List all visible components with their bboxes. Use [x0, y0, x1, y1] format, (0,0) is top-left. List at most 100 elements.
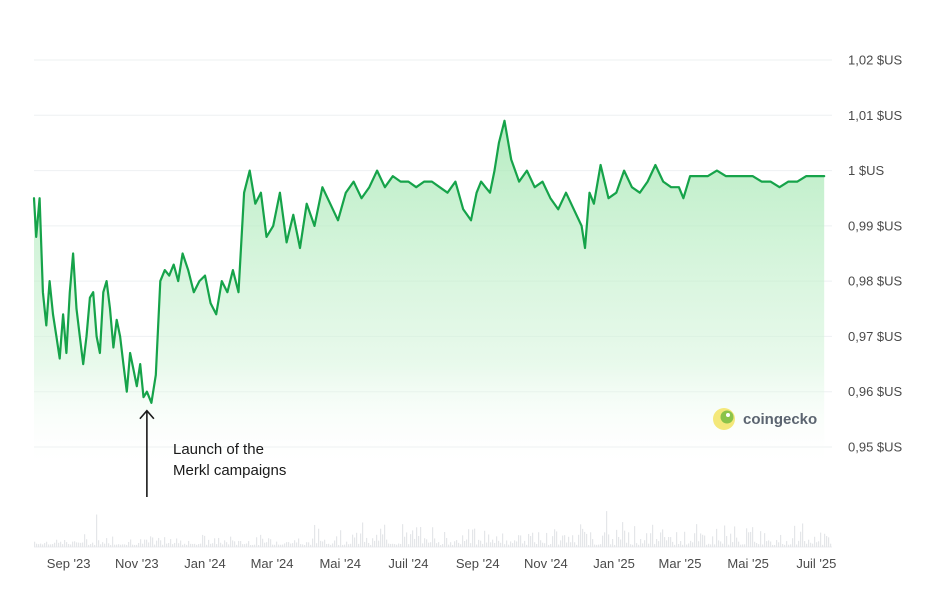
volume-bar	[816, 542, 818, 547]
volume-bar	[270, 539, 272, 547]
volume-bar	[104, 543, 106, 547]
volume-bar	[814, 536, 816, 547]
volume-bar	[750, 531, 752, 547]
volume-bar	[664, 537, 666, 547]
volume-bar	[34, 541, 36, 547]
volume-bar	[434, 538, 436, 547]
volume-bar	[148, 542, 150, 547]
volume-bar	[634, 526, 636, 547]
volume-bar	[736, 537, 738, 547]
volume-bar	[446, 538, 448, 547]
volume-bar	[244, 544, 246, 547]
volume-bar	[588, 544, 590, 547]
volume-bar	[730, 533, 732, 547]
volume-bar	[370, 544, 372, 547]
volume-bar	[80, 542, 82, 547]
volume-bar	[656, 538, 658, 547]
volume-bar	[662, 529, 664, 547]
volume-bar	[60, 541, 62, 547]
volume-bar	[94, 544, 96, 547]
volume-bar	[764, 533, 766, 547]
volume-bar	[608, 534, 610, 547]
volume-bar	[646, 533, 648, 547]
volume-bar	[400, 543, 402, 547]
volume-bar	[780, 534, 782, 547]
volume-bar	[518, 535, 520, 547]
volume-bar	[674, 544, 676, 547]
volume-bar	[258, 544, 260, 547]
volume-bar	[644, 540, 646, 547]
volume-bar	[198, 544, 200, 547]
volume-bar	[538, 532, 540, 547]
volume-bar	[714, 544, 716, 547]
volume-bar	[732, 542, 734, 547]
x-tick-label: Juil '25	[796, 556, 836, 571]
volume-bar	[52, 544, 54, 547]
volume-bar	[600, 544, 602, 547]
price-line-group	[32, 119, 826, 404]
volume-bar	[626, 542, 628, 547]
volume-bar	[520, 535, 522, 547]
volume-bar	[728, 544, 730, 547]
volume-bar	[286, 542, 288, 547]
volume-bar	[696, 524, 698, 547]
volume-bar	[120, 544, 122, 547]
volume-bar	[604, 532, 606, 547]
x-tick-label: Mar '25	[659, 556, 702, 571]
volume-bar	[274, 544, 276, 547]
volume-bar	[76, 542, 78, 547]
volume-bar	[680, 541, 682, 547]
volume-bar	[218, 537, 220, 547]
volume-bar	[782, 543, 784, 547]
volume-bar	[56, 539, 58, 547]
volume-bar	[420, 527, 422, 547]
volume-bar	[122, 544, 124, 547]
volume-bar	[758, 544, 760, 547]
volume-bar	[304, 544, 306, 547]
volume-bar	[174, 542, 176, 547]
volume-bar	[306, 542, 308, 547]
annotation: Launch of the Merkl campaigns	[139, 409, 286, 497]
volume-bar	[414, 538, 416, 547]
volume-bar	[362, 522, 364, 547]
volume-bar	[500, 542, 502, 547]
volume-bar	[426, 539, 428, 547]
volume-bar	[114, 544, 116, 547]
volume-bar	[524, 540, 526, 547]
price-line	[32, 119, 826, 404]
volume-bar	[830, 543, 832, 547]
volume-bar	[550, 544, 552, 547]
volume-bar	[300, 544, 302, 547]
volume-bar	[476, 544, 478, 547]
volume-bar	[724, 525, 726, 547]
volume-bar	[96, 514, 98, 547]
volume-bar	[738, 541, 740, 547]
volume-bar	[826, 536, 828, 547]
volume-bar	[504, 544, 506, 547]
y-tick-label: 0,96 $US	[848, 384, 903, 399]
volume-bar	[282, 544, 284, 547]
volume-bar	[470, 543, 472, 547]
volume-bar	[226, 542, 228, 547]
volume-bar	[254, 544, 256, 547]
volume-bar	[744, 544, 746, 547]
volume-bar	[216, 544, 218, 547]
volume-bar	[142, 543, 144, 547]
volume-bar	[488, 534, 490, 547]
volume-bar	[740, 544, 742, 547]
volume-bar	[610, 544, 612, 547]
volume-bar	[464, 540, 466, 547]
volume-bar	[742, 544, 744, 547]
volume-bar	[468, 529, 470, 547]
volume-bar	[580, 524, 582, 547]
volume-bar	[90, 543, 92, 547]
volume-bar	[422, 543, 424, 547]
volume-bar	[294, 540, 296, 547]
volume-bar	[506, 540, 508, 547]
volume-bar	[380, 528, 382, 547]
volume-bar	[672, 541, 674, 547]
x-tick-label: Jan '25	[593, 556, 635, 571]
volume-bar	[762, 544, 764, 547]
volume-bar	[324, 539, 326, 547]
volume-bar	[668, 536, 670, 547]
